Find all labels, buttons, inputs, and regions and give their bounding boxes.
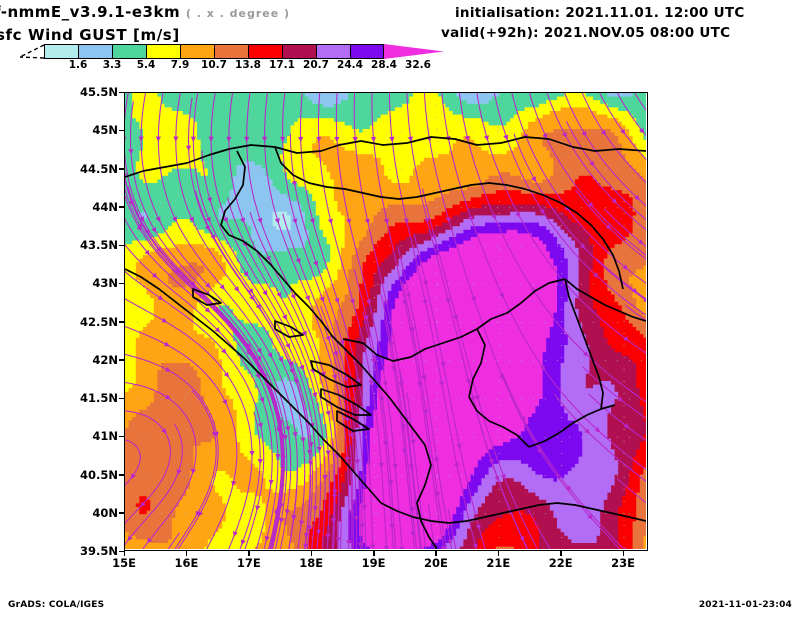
y-axis-tick-label: 41N: [92, 429, 118, 444]
colorbar-tick: 10.7: [201, 59, 227, 71]
y-axis-tick-label: 43.5N: [80, 238, 118, 252]
colorbar-swatch: [146, 44, 180, 59]
colorbar-tick: 17.1: [269, 59, 295, 71]
colorbar-swatch: [248, 44, 282, 59]
variable-title: sfc Wind GUST [m/s]: [0, 26, 180, 44]
y-axis-tick-label: 44N: [92, 199, 118, 214]
y-axis-tick-label: 40N: [92, 505, 118, 520]
colorbar-over-cap: [384, 44, 444, 59]
y-axis-tick: [119, 129, 125, 132]
y-axis-tick: [119, 244, 125, 246]
x-axis-tick-label: 19E: [361, 556, 386, 570]
x-axis-tick: [123, 550, 125, 556]
x-axis-tick: [310, 550, 313, 556]
x-axis-tick: [185, 550, 188, 556]
y-axis-tick-label: 45N: [92, 123, 118, 138]
colorbar-tick: 5.4: [136, 59, 156, 71]
colorbar-tick: 32.6: [405, 59, 431, 71]
x-axis-tick-label: 23E: [611, 556, 635, 570]
y-axis-tick-label: 42N: [92, 352, 118, 367]
colorbar-swatch: [44, 44, 78, 59]
colorbar-swatch: [350, 44, 384, 59]
x-axis-tick-label: 20E: [423, 556, 448, 570]
x-axis-tick-label: 16E: [174, 556, 199, 570]
y-axis-tick-label: 39.5N: [80, 544, 118, 558]
y-axis-tick: [119, 397, 125, 399]
x-axis-tick-label: 17E: [236, 556, 261, 570]
colorbar-tick: 24.4: [337, 59, 363, 71]
colorbar-swatch: [112, 44, 146, 59]
colorbar-swatch: [316, 44, 350, 59]
model-title-text: f-nmmE_v3.9.1-e3km: [0, 3, 181, 21]
y-axis-tick: [119, 550, 125, 552]
colorbar-swatch: [214, 44, 248, 59]
y-axis-tick-label: 45.5N: [80, 85, 118, 99]
x-axis-tick: [622, 550, 625, 556]
y-axis-tick: [119, 435, 125, 438]
y-axis-tick: [119, 359, 125, 361]
y-axis-tick: [119, 168, 125, 170]
y-axis-tick: [119, 91, 125, 93]
x-axis-tick-label: 22E: [548, 556, 573, 570]
x-axis-tick: [373, 550, 375, 556]
y-axis-tick: [119, 282, 125, 285]
colorbar-swatch: [180, 44, 214, 59]
y-axis-tick-label: 42.5N: [80, 314, 118, 329]
map-plot-area[interactable]: [124, 92, 648, 551]
render-timestamp: 2021-11-01-23:04: [698, 600, 792, 610]
x-axis-tick-label: 15E: [112, 556, 136, 570]
colorbar-tick-labels: 1.6 3.3 5.4 7.9 10.7 13.8 17.1 20.7 24.4 28.4 32.6: [0, 59, 800, 71]
model-title: f-nmmE_v3.9.1-e3km ( . x . degree ): [0, 3, 290, 21]
grads-credit: GrADS: COLA/IGES: [8, 600, 105, 610]
x-axis-tick-label: 18E: [299, 556, 324, 570]
y-axis-tick-label: 41.5N: [80, 391, 118, 405]
colorbar-under-cap: [19, 44, 44, 59]
colorbar-swatch: [282, 44, 316, 59]
y-axis-tick-label: 44.5N: [80, 161, 118, 176]
map-overlays: [125, 93, 646, 549]
colorbar-tick: 28.4: [371, 59, 397, 71]
valid-time-label: valid(+92h): 2021.NOV.05 08:00 UTC: [441, 25, 731, 41]
x-axis-tick: [497, 550, 500, 556]
y-axis-tick-label: 43N: [92, 276, 118, 291]
colorbar-tick: 1.6: [68, 59, 88, 71]
x-axis-tick: [560, 550, 562, 556]
colorbar-tick: 7.9: [170, 59, 190, 71]
colorbar-swatch: [78, 44, 112, 59]
y-axis-tick: [119, 474, 125, 476]
y-axis-tick: [119, 321, 125, 323]
model-resolution-text: ( . x . degree ): [185, 7, 291, 20]
colorbar-tick: 3.3: [102, 59, 122, 71]
x-axis-tick: [248, 550, 250, 556]
colorbar-tick: 13.8: [235, 59, 261, 71]
colorbar-tick: 20.7: [303, 59, 329, 71]
initialisation-label: initialisation: 2021.11.01. 12:00 UTC: [455, 5, 745, 21]
y-axis-tick: [119, 206, 125, 208]
y-axis-tick-label: 40.5N: [80, 467, 118, 482]
colorbar-swatches: [44, 44, 384, 59]
y-axis-tick: [119, 512, 125, 514]
x-axis-tick: [435, 550, 437, 556]
x-axis-tick-label: 21E: [486, 556, 511, 570]
